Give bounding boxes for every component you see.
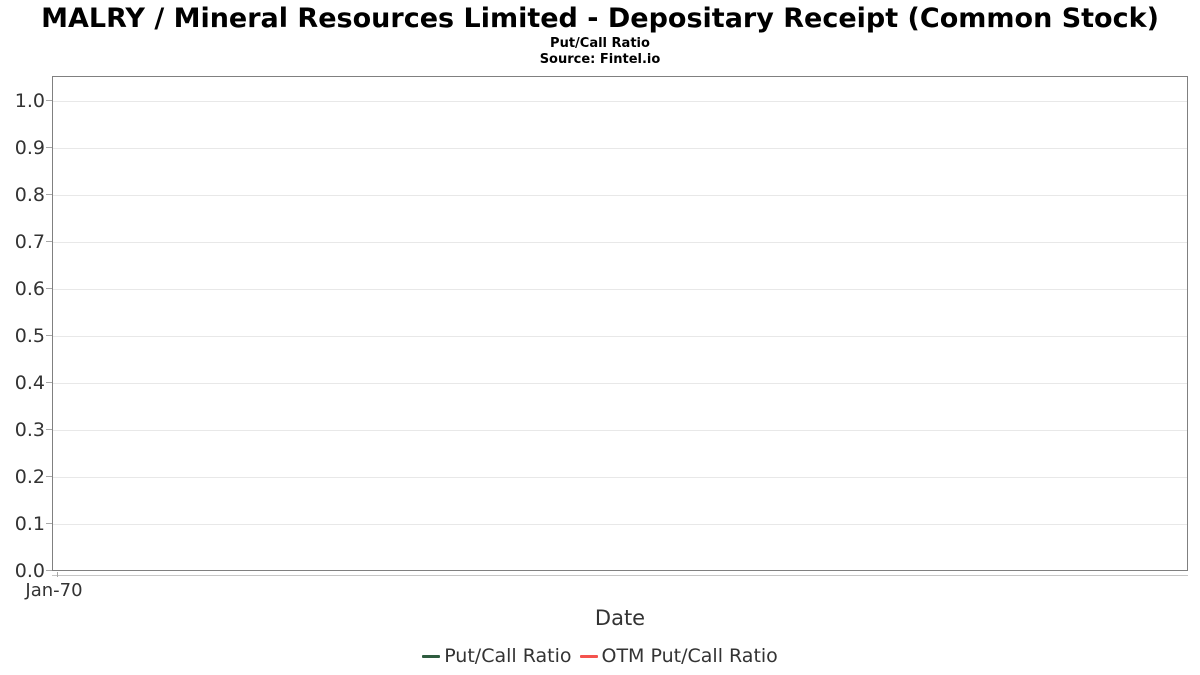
legend-label-otm-put-call: OTM Put/Call Ratio (601, 645, 778, 667)
plot-area (52, 76, 1188, 571)
gridline (53, 101, 1187, 102)
y-axis-tick-label: 0.1 (14, 513, 45, 535)
legend-line-swatch-otm-put-call (579, 654, 598, 658)
legend-item-otm-put-call-ratio[interactable]: OTM Put/Call Ratio (579, 645, 778, 667)
y-axis-tick-label: 0.9 (14, 137, 45, 159)
legend-item-put-call-ratio[interactable]: Put/Call Ratio (422, 645, 572, 667)
x-axis-baseline (52, 575, 1188, 576)
y-axis-tick-label: 0.6 (14, 278, 45, 300)
y-tick-mark (46, 523, 52, 524)
gridline (53, 336, 1187, 337)
y-axis-tick-label: 0.2 (14, 466, 45, 488)
y-axis-tick-label: 0.7 (14, 231, 45, 253)
y-axis-tick-label: 0.8 (14, 184, 45, 206)
gridline (53, 383, 1187, 384)
legend-line-swatch-put-call (422, 654, 441, 658)
gridline (53, 195, 1187, 196)
y-axis-tick-label: 0.0 (14, 560, 45, 582)
chart-source-label: Source: Fintel.io (539, 52, 661, 67)
chart-title: MALRY / Mineral Resources Limited - Depo… (41, 3, 1159, 34)
y-tick-mark (46, 147, 52, 148)
y-axis-tick-label: 0.5 (14, 325, 45, 347)
gridline (53, 289, 1187, 290)
y-tick-mark (46, 476, 52, 477)
x-axis-title: Date (594, 606, 646, 630)
gridline (53, 477, 1187, 478)
y-tick-mark (46, 288, 52, 289)
y-tick-mark (46, 194, 52, 195)
x-axis-tick-label: Jan-70 (25, 580, 83, 601)
gridline (53, 524, 1187, 525)
chart-subtitle: Put/Call Ratio (550, 36, 650, 51)
legend-label-put-call: Put/Call Ratio (444, 645, 572, 667)
y-tick-mark (46, 241, 52, 242)
y-tick-mark (46, 100, 52, 101)
y-tick-mark (46, 382, 52, 383)
y-tick-mark (46, 570, 52, 571)
y-axis-tick-label: 0.4 (14, 372, 45, 394)
gridline (53, 430, 1187, 431)
y-tick-mark (46, 335, 52, 336)
legend: Put/Call Ratio OTM Put/Call Ratio (0, 645, 1200, 667)
x-tick-mark (57, 572, 58, 577)
y-tick-mark (46, 429, 52, 430)
gridline (53, 148, 1187, 149)
y-axis-tick-label: 1.0 (14, 90, 45, 112)
y-axis-tick-label: 0.3 (14, 419, 45, 441)
gridline (53, 242, 1187, 243)
